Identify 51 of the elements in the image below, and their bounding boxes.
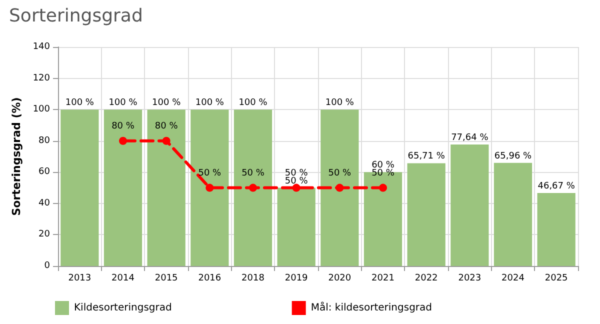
x-tick-label: 2021: [372, 274, 394, 284]
data-label: 100 %: [152, 98, 182, 108]
data-label: 65,71 %: [408, 152, 446, 162]
data-label: 46,67 %: [538, 181, 576, 192]
x-tick-label: 2014: [112, 274, 135, 284]
y-tick-label: 0: [44, 261, 50, 271]
y-tick-label: 20: [38, 230, 50, 240]
chart-title: Sorteringsgrad: [9, 6, 143, 26]
y-tick-label: 40: [38, 198, 50, 208]
bar: [320, 110, 359, 266]
y-axis-title: Sorteringsgrad (%): [10, 97, 23, 216]
data-label: 50 %: [198, 168, 222, 178]
data-label: 65,96 %: [494, 151, 532, 162]
data-label: 80 %: [112, 121, 135, 132]
legend-label: Kildesorteringsgrad: [74, 302, 172, 314]
bar: [277, 188, 316, 266]
x-tick-label: 2015: [154, 274, 178, 284]
data-label: 50 %: [284, 176, 308, 186]
x-tick-label: 2025: [544, 274, 568, 284]
bar: [104, 110, 142, 266]
y-tick-label: 140: [32, 42, 50, 52]
bar: [407, 163, 446, 266]
bar: [190, 110, 229, 266]
x-tick-label: 2018: [242, 274, 265, 284]
x-tick-label: 2024: [502, 274, 525, 284]
data-label: 100 %: [65, 98, 94, 108]
data-label: 100 %: [238, 98, 268, 108]
y-tick-label: 80: [38, 136, 50, 146]
data-label: 100 %: [325, 98, 354, 108]
data-label: 50 %: [328, 168, 352, 178]
bar: [234, 110, 272, 266]
bar: [450, 144, 489, 266]
y-tick-label: 120: [32, 73, 50, 84]
y-tick-label: 60: [38, 167, 50, 178]
x-tick-label: 2019: [284, 274, 308, 284]
bar: [494, 162, 532, 266]
data-label: 77,64 %: [451, 133, 489, 144]
y-tick-label: 100: [32, 104, 50, 115]
data-label: 50 %: [242, 168, 265, 178]
bar: [147, 110, 186, 266]
data-label: 80 %: [154, 121, 178, 132]
legend-label: Mål: kildesorteringsgrad: [310, 302, 432, 314]
x-tick-label: 2020: [328, 274, 352, 284]
data-label: 100 %: [108, 98, 138, 108]
bar: [60, 110, 99, 266]
x-tick-label: 2016: [198, 274, 222, 284]
x-tick-label: 2023: [458, 274, 482, 284]
x-tick-label: 2013: [68, 274, 92, 284]
x-tick-label: 2022: [414, 274, 438, 284]
data-label: 100 %: [195, 98, 224, 108]
bar: [537, 192, 576, 266]
